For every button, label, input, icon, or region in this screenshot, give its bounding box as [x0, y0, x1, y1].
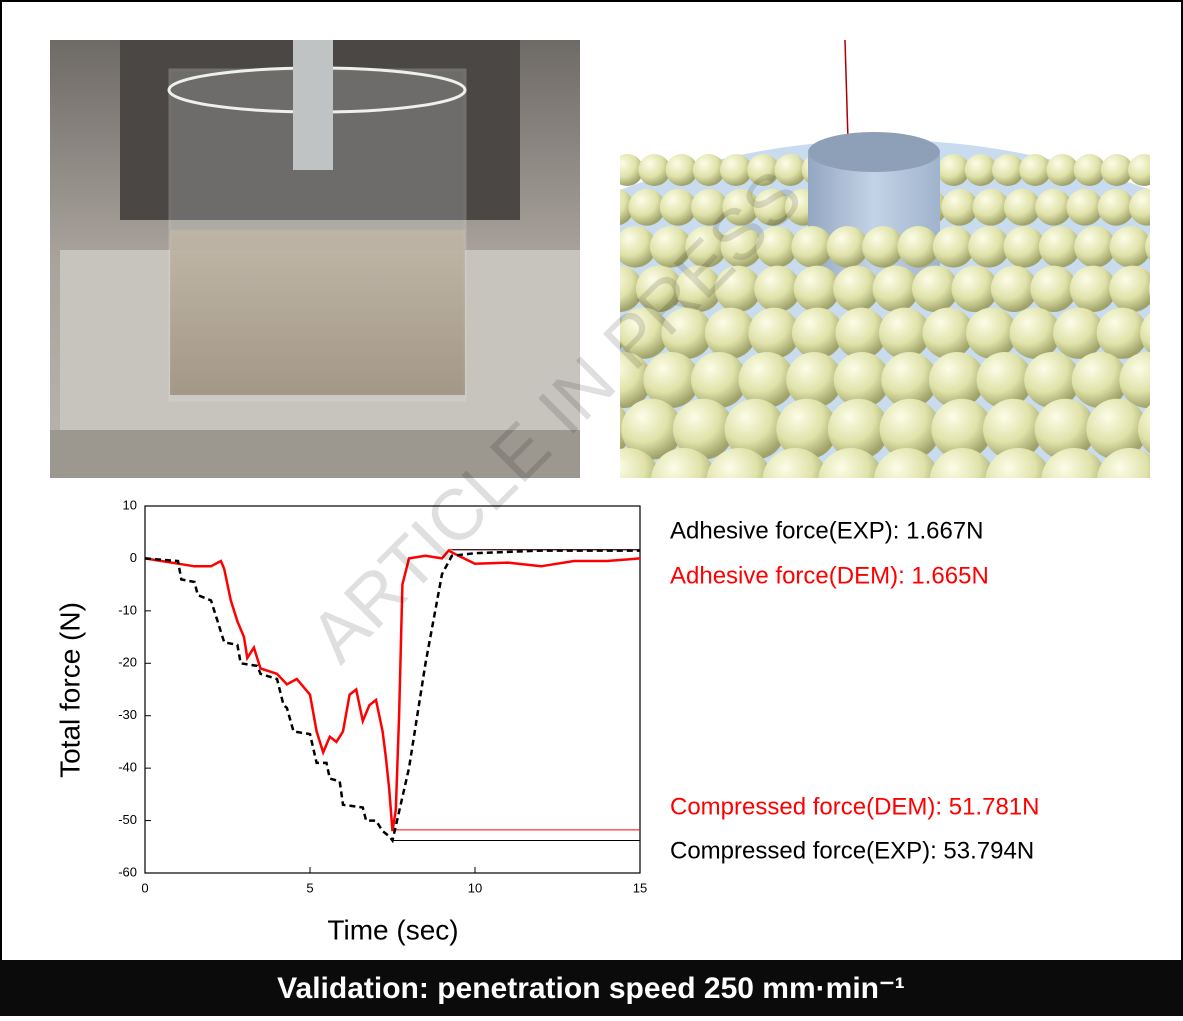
- sphere: [754, 266, 800, 312]
- y-tick-label: -20: [118, 655, 137, 670]
- x-tick-label: 0: [141, 880, 148, 895]
- sphere: [1004, 226, 1046, 268]
- sphere: [873, 266, 919, 312]
- annotation: Adhesive force(EXP): 1.667N: [670, 517, 984, 544]
- sphere: [1066, 189, 1103, 226]
- sphere: [629, 189, 666, 226]
- sphere: [1097, 308, 1148, 359]
- sphere: [1074, 154, 1106, 186]
- sphere: [973, 189, 1010, 226]
- sphere: [833, 266, 879, 312]
- sphere: [660, 189, 697, 226]
- sphere: [1074, 226, 1116, 268]
- x-tick-label: 15: [633, 880, 647, 895]
- caption: Validation: penetration speed 250 mm·min…: [277, 972, 905, 1005]
- y-tick-label: 0: [130, 550, 137, 565]
- annotation: Compressed force(EXP): 53.794N: [670, 837, 1034, 864]
- photo: [50, 40, 580, 478]
- x-axis-label: Time (sec): [327, 914, 458, 945]
- sphere: [1053, 308, 1104, 359]
- sphere: [912, 266, 958, 312]
- sphere: [739, 352, 795, 408]
- y-tick-label: -30: [118, 707, 137, 722]
- sphere: [1098, 189, 1135, 226]
- sphere: [1004, 189, 1041, 226]
- sphere: [1110, 226, 1152, 268]
- y-tick-label: -10: [118, 602, 137, 617]
- annotation: Compressed force(DEM): 51.781N: [670, 793, 1039, 820]
- y-tick-label: -40: [118, 760, 137, 775]
- x-tick-label: 5: [306, 880, 313, 895]
- x-tick-label: 10: [468, 880, 482, 895]
- figure: 10 0 -10 -20 -30 -40 -50 -60 0 5 10 15 Total force …: [0, 0, 1183, 1016]
- sphere: [1019, 154, 1051, 186]
- y-tick-label: 10: [123, 497, 137, 512]
- sphere: [1010, 308, 1061, 359]
- y-tick-label: -60: [118, 864, 137, 879]
- page: 10 0 -10 -20 -30 -40 -50 -60 0 5 10 15 Total force …: [0, 0, 1183, 1021]
- annotation: Adhesive force(DEM): 1.665N: [670, 562, 989, 589]
- sphere: [991, 266, 1037, 312]
- sphere: [794, 266, 840, 312]
- sphere: [1039, 226, 1081, 268]
- sphere: [941, 189, 978, 226]
- indenter-top: [808, 132, 940, 172]
- y-tick-label: -50: [118, 812, 137, 827]
- y-axis-label: Total force (N): [54, 602, 85, 778]
- sphere: [951, 266, 997, 312]
- sphere: [933, 226, 975, 268]
- sphere: [791, 226, 833, 268]
